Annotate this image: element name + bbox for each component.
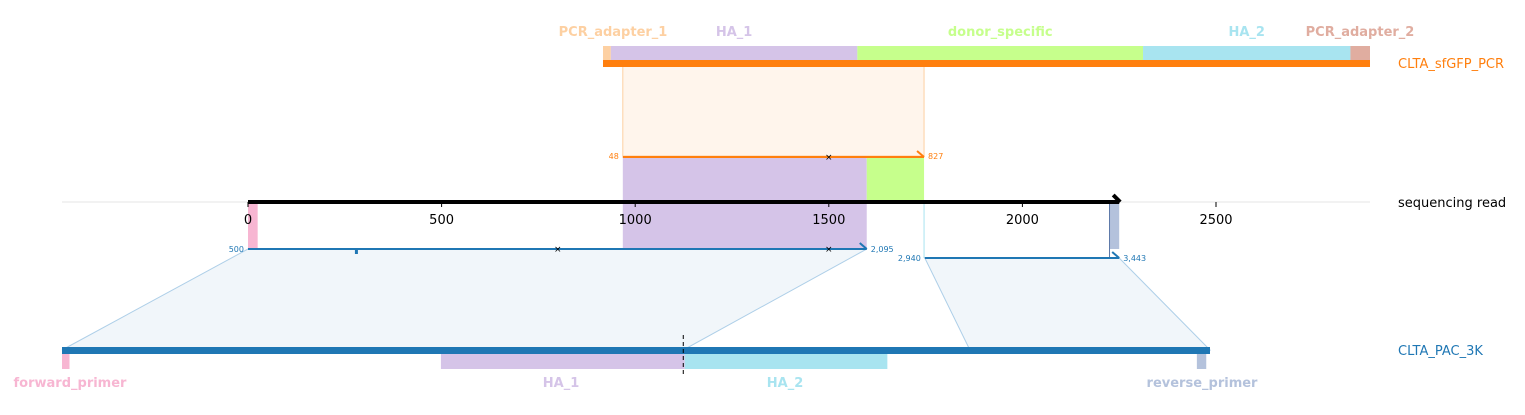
read-axis-tick-label: 2000 <box>1006 213 1039 228</box>
read-axis-tick-label: 1000 <box>619 213 652 228</box>
target-alignment-end-coord: 2,095 <box>871 245 894 254</box>
donor-alignment-shading <box>622 63 925 157</box>
donor-feature-HA_1 <box>610 46 858 61</box>
read-highlight-reverse_primer <box>1109 203 1120 249</box>
donor-feature-donor_specific <box>857 46 1144 61</box>
target-track: 500 2,095 × × 2,940 3,443 forward_primer HA_1 HA… <box>14 242 1259 391</box>
target-feature-HA_1 <box>440 353 685 369</box>
donor-feature-label-PCR_adapter_2: PCR_adapter_2 <box>1306 25 1415 40</box>
target-alignment-shading <box>61 248 867 351</box>
target-alignment-start-coord: 2,940 <box>898 254 921 263</box>
donor-alignment-start-coord: 48 <box>609 152 619 161</box>
donor-specific-projection <box>866 157 925 202</box>
donor-feature-label-donor_specific: donor_specific <box>948 25 1053 40</box>
read-track: 0 500 1000 1500 2000 2500 <box>244 193 1233 258</box>
read-axis-tick-label: 500 <box>429 213 454 228</box>
target-feature-label-HA_2: HA_2 <box>767 376 804 391</box>
target-alignment-arrowhead <box>1111 251 1120 259</box>
donor-feature-label-PCR_adapter_1: PCR_adapter_1 <box>559 25 668 40</box>
donor-feature-PCR_adapter_1 <box>603 46 611 61</box>
sequencing-read-arrowhead <box>1111 193 1122 204</box>
ha1-projection-upper <box>622 157 867 202</box>
target-feature-forward_primer <box>62 353 70 369</box>
target-backbone <box>62 347 1210 354</box>
read-axis-tick-label: 0 <box>244 213 252 228</box>
target-alignment-start-coord: 500 <box>229 245 244 254</box>
target-alignment-arrowhead <box>859 242 868 250</box>
target-track-label: CLTA_PAC_3K <box>1398 344 1483 359</box>
alignment-shading-layer <box>61 63 1370 351</box>
target-alignment-shading <box>924 257 1212 351</box>
target-mismatch-mark: × <box>554 245 562 255</box>
ha1-projection-lower <box>622 203 867 249</box>
read-highlight-forward_primer <box>248 203 258 249</box>
target-mismatch-mark: × <box>825 245 833 255</box>
target-feature-label-reverse_primer: reverse_primer <box>1147 376 1259 391</box>
donor-feature-PCR_adapter_2 <box>1350 46 1370 61</box>
donor-feature-HA_2 <box>1143 46 1351 61</box>
target-feature-label-HA_1: HA_1 <box>543 376 580 391</box>
donor-mismatch-mark: × <box>825 153 833 163</box>
donor-track: PCR_adapter_1 HA_1 donor_specific HA_2 PCR_a… <box>559 25 1415 163</box>
donor-feature-label-HA_1: HA_1 <box>716 25 753 40</box>
target-feature-HA_2 <box>684 353 888 369</box>
donor-track-label: CLTA_sfGFP_PCR <box>1398 57 1504 72</box>
target-feature-reverse_primer <box>1196 353 1207 369</box>
read-axis-tick-label: 1500 <box>812 213 845 228</box>
donor-backbone <box>603 60 1370 67</box>
donor-alignment-arrowhead <box>916 150 925 158</box>
read-track-label: sequencing read <box>1398 196 1506 211</box>
target-alignment-end-coord: 3,443 <box>1123 254 1146 263</box>
read-axis-tick-label: 2500 <box>1199 213 1232 228</box>
donor-alignment-end-coord: 827 <box>928 152 943 161</box>
target-feature-label-forward_primer: forward_primer <box>14 376 128 391</box>
donor-feature-label-HA_2: HA_2 <box>1228 25 1265 40</box>
